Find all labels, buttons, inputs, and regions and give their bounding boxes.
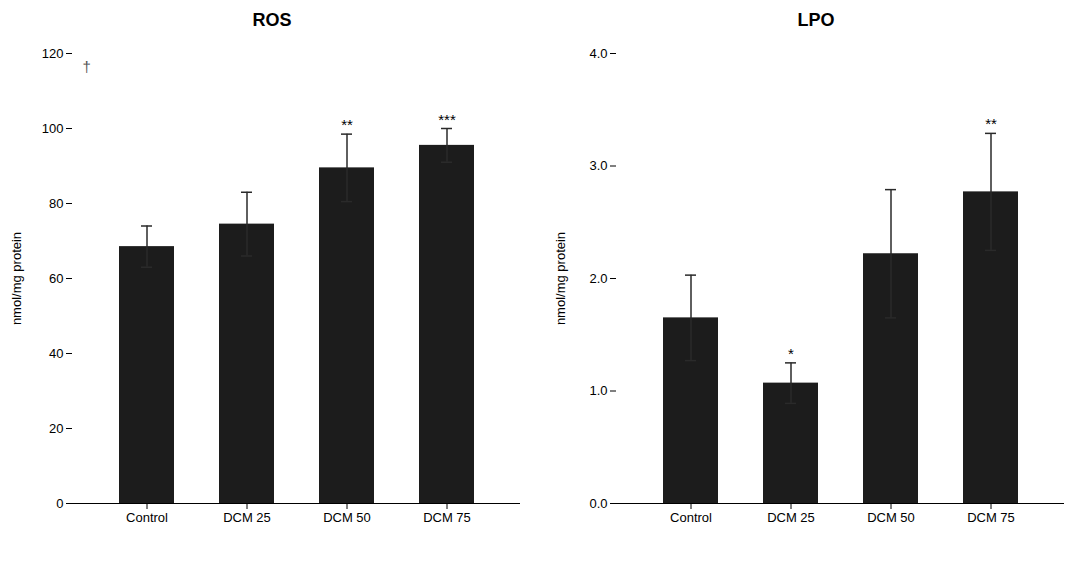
html-text:LPO: LPO [797, 10, 835, 30]
svg-text:0: 0 [56, 496, 63, 511]
svg-text:Control: Control [126, 510, 168, 525]
svg-text:DCM 25: DCM 25 [767, 510, 815, 525]
svg-text:120: 120 [42, 46, 64, 61]
svg-text:100: 100 [42, 121, 64, 136]
svg-text:DCM 50: DCM 50 [323, 510, 371, 525]
html-text:ROS: ROS [252, 10, 292, 30]
svg-text:0.0: 0.0 [589, 496, 607, 511]
svg-text:*: * [788, 345, 794, 362]
svg-text:nmol/mg protein: nmol/mg protein [9, 232, 24, 325]
svg-text:Control: Control [670, 510, 712, 525]
svg-text:1.0: 1.0 [589, 383, 607, 398]
svg-text:DCM 25: DCM 25 [223, 510, 271, 525]
svg-text:3.0: 3.0 [589, 158, 607, 173]
svg-text:**: ** [985, 115, 997, 132]
svg-text:DCM 50: DCM 50 [867, 510, 915, 525]
svg-text:2.0: 2.0 [589, 271, 607, 286]
svg-text:nmol/mg protein: nmol/mg protein [553, 232, 568, 325]
svg-text:4.0: 4.0 [589, 46, 607, 61]
svg-text:***: *** [438, 111, 456, 128]
svg-text:80: 80 [49, 196, 63, 211]
svg-text:DCM 75: DCM 75 [423, 510, 471, 525]
svg-text:†: † [83, 58, 91, 75]
svg-text:20: 20 [49, 421, 63, 436]
svg-text:40: 40 [49, 346, 63, 361]
svg-text:60: 60 [49, 271, 63, 286]
svg-text:**: ** [341, 116, 353, 133]
svg-text:DCM 75: DCM 75 [967, 510, 1015, 525]
